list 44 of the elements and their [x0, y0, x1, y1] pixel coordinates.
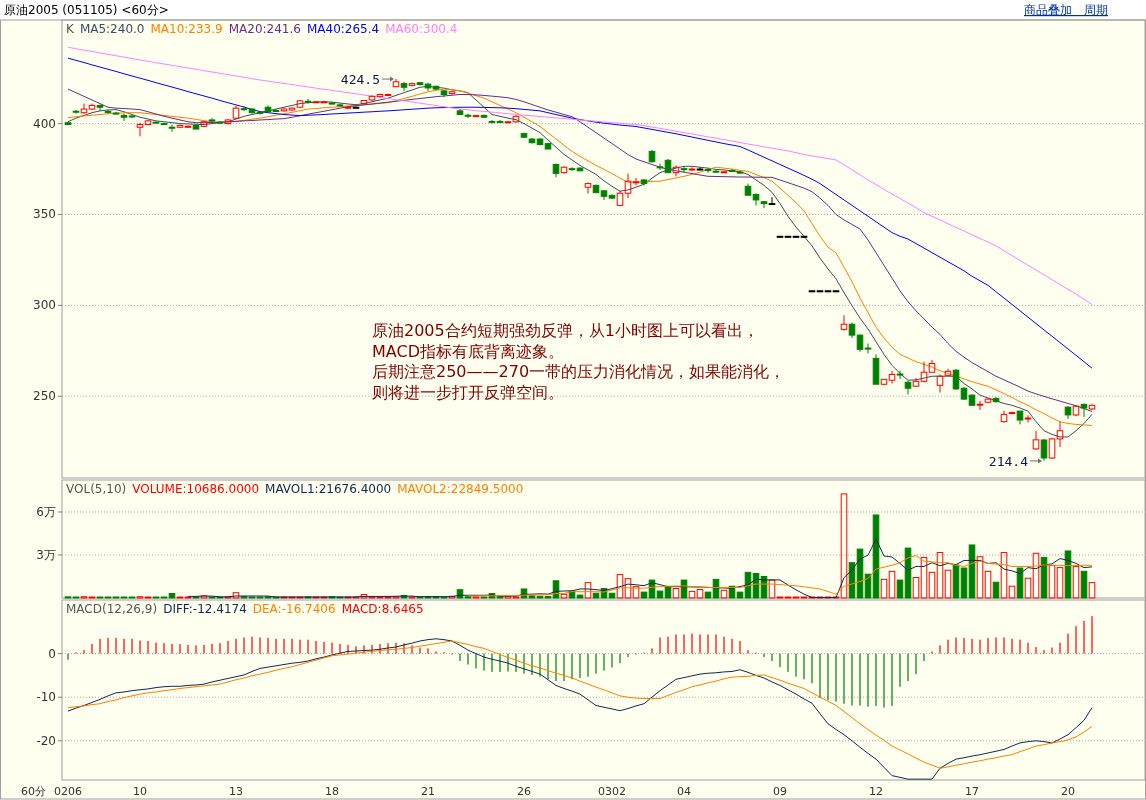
- text: MA20:241.6: [228, 22, 301, 36]
- text: MA5:240.0: [79, 22, 145, 36]
- annotation: 则将进一步打开反弹空间。: [372, 382, 564, 402]
- legend-title: K: [66, 22, 75, 36]
- y-tick-label: -20: [36, 733, 56, 748]
- text: MAVOL2:22849.5000: [397, 482, 524, 496]
- text: MA40:265.4: [306, 22, 380, 36]
- annotation: 原油2005合约短期强劲反弹，从1小时图上可以看出，: [372, 321, 759, 340]
- x-tick-label: 09: [773, 785, 787, 798]
- text: DEA:-16.7406: [252, 602, 336, 616]
- x-tick-label: 13: [229, 785, 243, 798]
- x-tick-label: 12: [869, 785, 883, 798]
- x-tick-label: 18: [325, 785, 339, 798]
- y-tick-label: 0: [48, 646, 56, 661]
- text: MA10:233.9: [150, 22, 223, 36]
- x-tick-label: 0302: [598, 785, 626, 798]
- y-tick-label: 3万: [36, 547, 56, 562]
- text: VOLUME:10686.0000: [132, 482, 260, 496]
- annotation: MACD指标有底背离迹象。: [372, 341, 564, 361]
- x-tick-label: 10: [133, 785, 147, 798]
- x-tick-label: 26: [517, 785, 531, 798]
- legend-title: MACD(12,26,9): [66, 602, 158, 616]
- x-axis-title: 60分: [21, 785, 46, 798]
- y-tick-label: 250: [33, 389, 56, 404]
- y-tick-label: 300: [33, 298, 56, 313]
- text: MA60:300.4: [385, 22, 458, 36]
- text: MACD:8.6465: [341, 602, 424, 616]
- x-tick-label: 0206: [54, 785, 82, 798]
- text: DIFF:-12.4174: [163, 602, 247, 616]
- text: MAVOL1:21676.4000: [265, 482, 392, 496]
- y-tick-label: 6万: [36, 504, 56, 519]
- x-tick-label: 21: [421, 785, 435, 798]
- chart-subtitle: 商品叠加 周期: [1024, 3, 1108, 17]
- x-tick-label: 04: [677, 785, 691, 798]
- annotation: 214.4: [988, 453, 1029, 469]
- y-tick-label: 350: [33, 207, 56, 222]
- annotation: 后期注意250——270一带的压力消化情况，如果能消化，: [372, 362, 786, 381]
- chart-title: 原油2005 (051105) <60分>: [4, 3, 169, 17]
- y-tick-label: -10: [36, 690, 56, 705]
- annotation: 424.5: [340, 72, 380, 88]
- legend-title: VOL(5,10): [66, 482, 127, 496]
- x-tick-label: 20: [1061, 785, 1075, 798]
- x-tick-label: 17: [965, 785, 979, 798]
- y-tick-label: 400: [33, 116, 56, 131]
